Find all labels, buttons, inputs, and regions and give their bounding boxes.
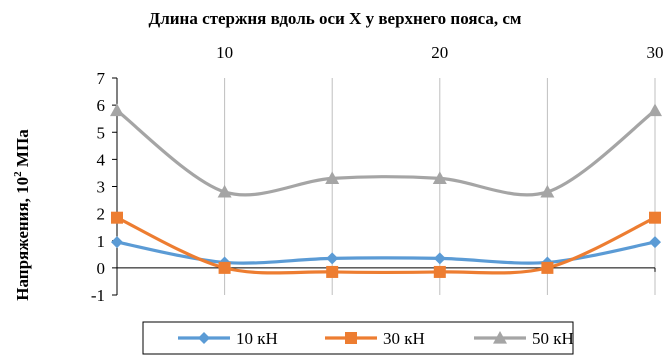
y-axis-label: Напряжения, 102 МПа	[12, 129, 32, 301]
y-axis-label-superscript: 2	[12, 171, 24, 177]
y-tick-label: 4	[97, 150, 106, 169]
y-tick-label: 5	[97, 123, 106, 142]
data-point-10-кн	[111, 236, 123, 249]
data-point-50-кн	[325, 171, 340, 184]
series-line-10-кн	[116, 240, 656, 265]
y-tick-label: 0	[97, 259, 106, 278]
data-point-50-кн	[648, 103, 662, 117]
y-axis-label-main: Напряжения, 10	[13, 177, 32, 301]
series-line-30-кн	[116, 216, 656, 275]
data-point-50-кн	[540, 184, 555, 198]
y-tick-label: 1	[97, 232, 106, 251]
legend-marker-50-кн	[493, 331, 507, 344]
data-point-50-кн	[217, 184, 232, 198]
data-point-50-кн	[110, 103, 124, 117]
y-tick-label: 7	[97, 69, 106, 88]
data-point-30-кн	[111, 211, 123, 224]
data-point-30-кн	[649, 211, 661, 224]
y-tick-label: -1	[91, 286, 105, 305]
data-point-50-кн	[432, 171, 447, 184]
data-point-30-кн	[218, 261, 231, 274]
series-line-50-кн	[116, 109, 656, 197]
data-point-10-кн	[433, 252, 446, 265]
data-point-10-кн	[649, 236, 661, 249]
series-layer	[110, 103, 662, 278]
data-point-10-кн	[326, 252, 339, 265]
legend-label-30-кн: 30 кН	[383, 329, 425, 348]
data-point-30-кн	[433, 265, 446, 278]
legend: 10 кН 30 кН 50 кН	[142, 321, 574, 355]
y-tick-label: 3	[97, 178, 106, 197]
y-tick-label: 6	[97, 96, 106, 115]
chart-title: Длина стержня вдоль оси X у верхнего поя…	[149, 9, 522, 28]
legend-label-50-кн: 50 кН	[532, 329, 574, 348]
y-axis-label-unit: МПа	[13, 129, 32, 172]
x-tick-label: 20	[431, 43, 448, 62]
legend-label-10-кн: 10 кН	[236, 329, 278, 348]
legend-marker-30-кн	[345, 332, 357, 344]
x-tick-label: 10	[216, 43, 233, 62]
data-point-30-кн	[541, 261, 554, 274]
legend-marker-10-кн	[198, 332, 210, 344]
y-tick-label: 2	[97, 205, 106, 224]
x-tick-label: 30	[647, 43, 664, 62]
data-point-30-кн	[326, 265, 339, 278]
